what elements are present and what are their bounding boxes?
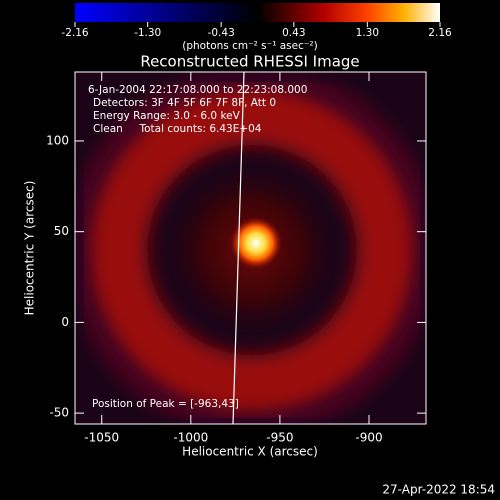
colorbar-label: (photons cm⁻² s⁻¹ asec⁻²) (182, 40, 317, 52)
colorbar-tick-label: -2.16 (61, 27, 88, 39)
timestamp: 27-Apr-2022 18:54 (382, 483, 495, 497)
y-tick-label: 0 (61, 315, 69, 329)
colorbar-tick-label: -1.30 (134, 27, 161, 39)
annotation: Energy Range: 3.0 - 6.0 keV (93, 110, 241, 122)
y-tick-label: 50 (54, 224, 69, 238)
colorbar-tick-label: -0.43 (208, 27, 235, 39)
chart-title: Reconstructed RHESSI Image (140, 53, 359, 71)
x-axis-label: Heliocentric X (arcsec) (182, 445, 318, 459)
solar-limb (232, 72, 245, 424)
annotation: Clean Total counts: 6.43E+04 (93, 123, 262, 135)
x-tick-label: -1000 (173, 431, 208, 445)
y-tick-label: -50 (49, 406, 69, 420)
x-tick-label: -950 (266, 431, 293, 445)
annotation: 6-Jan-2004 22:17:08.000 to 22:23:08.000 (88, 84, 307, 96)
plot-frame (74, 71, 427, 425)
colorbar-tick-label: 0.43 (282, 27, 305, 39)
x-tick-label: -900 (355, 431, 382, 445)
y-axis-label: Heliocentric Y (arcsec) (23, 181, 37, 316)
colorbar-tick-label: 2.16 (428, 27, 452, 39)
colorbar (75, 3, 440, 22)
image (75, 72, 426, 424)
x-tick-label: -1050 (84, 431, 119, 445)
annotation: Detectors: 3F 4F 5F 6F 7F 8F, Att 0 (93, 97, 276, 109)
colorbar-tick-label: 1.30 (356, 27, 379, 39)
peak-label: Position of Peak = [-963,43] (92, 398, 239, 410)
y-tick-label: 100 (46, 133, 69, 147)
